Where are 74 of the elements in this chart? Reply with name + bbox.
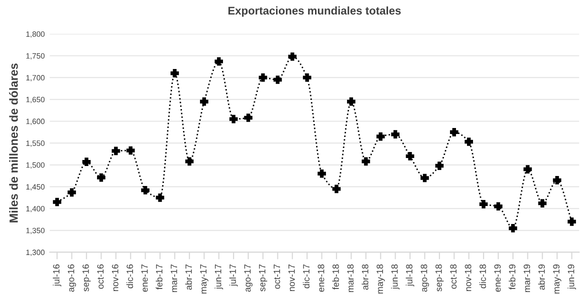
point — [420, 174, 429, 182]
point — [185, 157, 194, 166]
point — [156, 193, 164, 202]
point — [214, 57, 224, 66]
x-tick-label: jul-16 — [52, 264, 62, 286]
x-tick-label: sep-17 — [259, 264, 268, 292]
point — [126, 146, 135, 155]
point — [112, 146, 120, 156]
point — [406, 152, 414, 160]
x-tick-label: ene-18 — [318, 264, 324, 292]
y-axis-title: Miles de millones de dólares — [9, 64, 18, 222]
x-tick-label: ago-16 — [68, 264, 76, 292]
point — [288, 52, 297, 61]
x-tick-label: jun-17 — [214, 264, 224, 290]
x-tick-label: jun-18 — [391, 264, 400, 290]
point — [68, 188, 76, 197]
point — [435, 162, 444, 170]
x-tick-label: feb-19 — [508, 264, 516, 290]
point — [274, 76, 282, 84]
x-tick-label: may-19 — [553, 264, 562, 294]
x-tick-label: mar-18 — [347, 264, 354, 292]
x-tick-label: ene-17 — [141, 264, 148, 292]
x-tick-label: nov-18 — [464, 264, 472, 292]
point — [464, 138, 474, 146]
x-tick-label: oct-16 — [97, 264, 104, 289]
x-tick-label: jun-19 — [568, 264, 576, 290]
x-tick-label: sep-16 — [82, 264, 91, 292]
x-tick-label: dic-17 — [302, 264, 310, 288]
point — [244, 114, 252, 122]
chart-title: Exportaciones mundiales totales — [228, 6, 401, 17]
point — [318, 169, 326, 178]
x-tick-label: feb-18 — [332, 264, 339, 290]
point — [97, 173, 106, 182]
point — [450, 128, 458, 136]
x-tick-label: jul-18 — [406, 264, 414, 286]
x-tick-label: oct-18 — [450, 264, 457, 289]
x-tick-label: jul-17 — [229, 264, 238, 286]
point — [568, 217, 576, 226]
point — [258, 73, 268, 82]
x-tick-label: feb-17 — [156, 264, 162, 290]
x-tick-label: nov-17 — [288, 264, 295, 292]
point — [362, 157, 370, 166]
point — [494, 202, 502, 211]
x-tick-label: mar-17 — [170, 264, 178, 292]
point — [552, 176, 562, 184]
x-tick-label: abr-19 — [538, 264, 545, 290]
x-tick-label: abr-17 — [185, 264, 192, 290]
point — [200, 97, 208, 106]
point — [376, 132, 385, 141]
point — [391, 130, 400, 139]
x-tick-label: ago-17 — [244, 264, 252, 292]
x-tick-label: sep-18 — [435, 264, 444, 292]
x-tick-label: nov-16 — [112, 264, 118, 292]
x-tick-label: ene-19 — [494, 264, 501, 292]
point — [332, 184, 341, 194]
point — [524, 165, 532, 174]
x-tick-label: abr-18 — [362, 264, 368, 290]
point — [52, 198, 62, 206]
point — [508, 224, 518, 232]
x-tick-label: ago-18 — [420, 264, 429, 292]
x-tick-label: mar-19 — [524, 264, 530, 292]
x-tick-label: may-17 — [200, 264, 208, 294]
point — [302, 73, 312, 82]
point — [347, 97, 356, 106]
x-tick-label: dic-18 — [479, 264, 486, 288]
point — [479, 200, 488, 208]
x-tick-label: oct-17 — [274, 264, 280, 289]
x-tick-label: may-18 — [376, 264, 385, 294]
x-tick-label: dic-16 — [126, 264, 134, 288]
point — [229, 114, 238, 124]
point — [538, 199, 547, 208]
point — [141, 186, 150, 194]
point — [82, 158, 91, 166]
point — [170, 69, 179, 78]
